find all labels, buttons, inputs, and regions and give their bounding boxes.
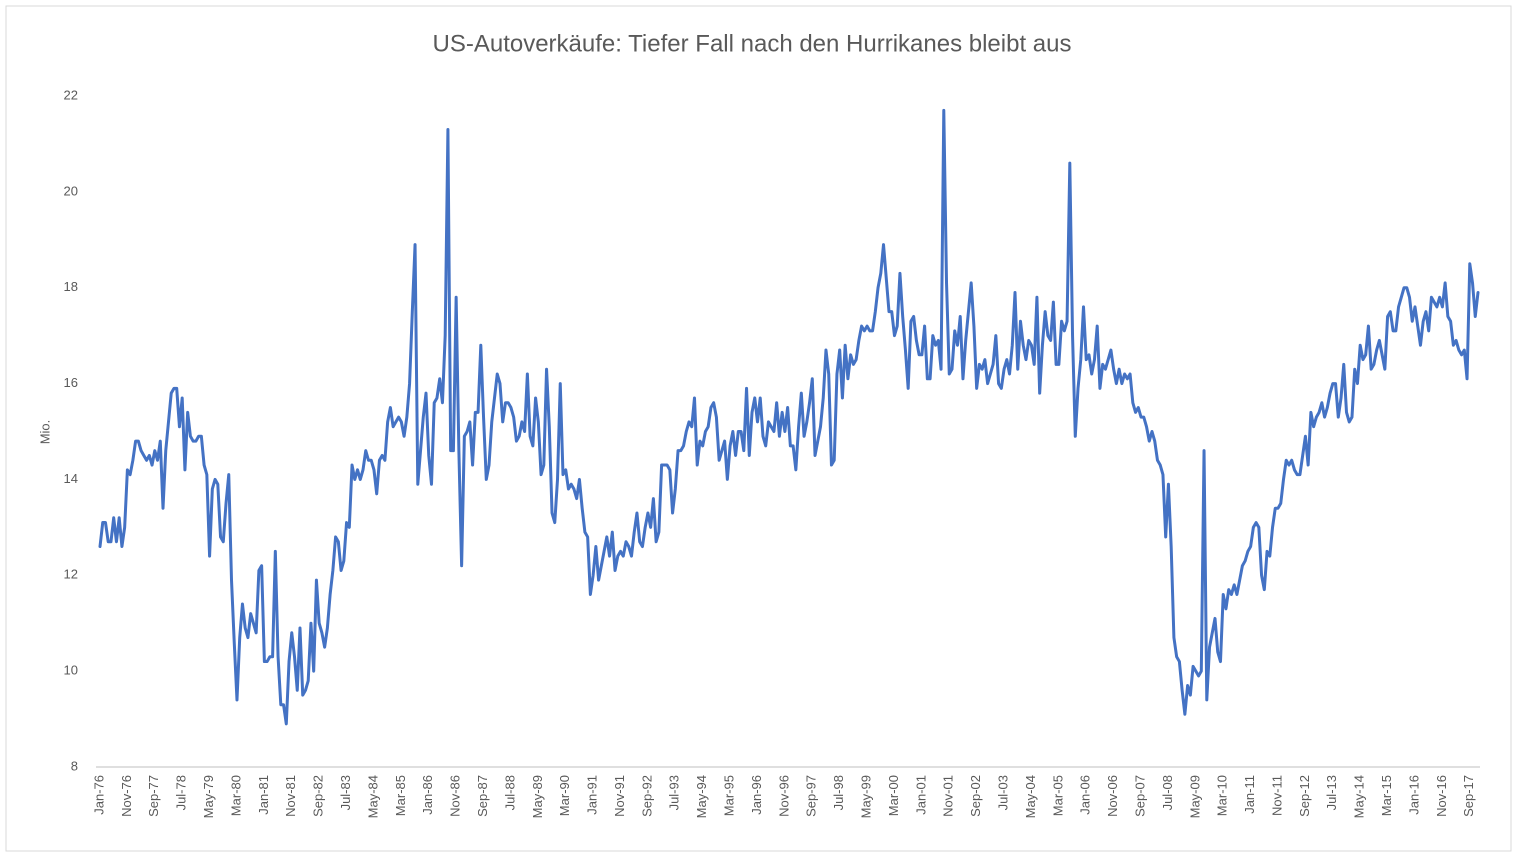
x-tick-label: Sep-97 (804, 775, 819, 817)
x-tick-label: Nov-11 (1269, 775, 1284, 816)
x-tick-label: May-09 (1187, 775, 1202, 818)
x-tick-label: Nov-96 (776, 775, 791, 817)
y-tick-label: 14 (64, 471, 78, 486)
x-tick-label: Jul-78 (174, 775, 189, 810)
x-tick-label: Nov-01 (941, 775, 956, 817)
x-tick-label: Jul-03 (995, 775, 1010, 810)
x-tick-label: Mar-85 (393, 775, 408, 816)
x-tick-label: Mar-05 (1050, 775, 1065, 816)
x-tick-label: Sep-82 (311, 775, 326, 817)
x-tick-label: Mar-10 (1215, 775, 1230, 816)
y-tick-label: 22 (64, 87, 78, 102)
x-tick-label: Mar-95 (722, 775, 737, 816)
x-tick-label: Jan-11 (1242, 775, 1257, 814)
x-tick-label: Jan-01 (913, 775, 928, 815)
chart-title: US-Autoverkäufe: Tiefer Fall nach den Hu… (433, 30, 1072, 57)
y-tick-label: 18 (64, 279, 78, 294)
x-tick-label: Mar-00 (886, 775, 901, 816)
y-tick-label: 16 (64, 375, 78, 390)
x-tick-label: Nov-81 (283, 775, 298, 817)
x-tick-label: Jan-06 (1078, 775, 1093, 815)
x-tick-label: Jan-16 (1406, 775, 1421, 815)
y-axis-label: Mio. (37, 420, 52, 445)
y-tick-label: 10 (64, 663, 78, 678)
x-tick-label: Sep-07 (1132, 775, 1147, 817)
x-tick-label: Jan-76 (91, 775, 106, 815)
x-tick-label: Jul-98 (831, 775, 846, 810)
x-tick-label: Jul-08 (1160, 775, 1175, 810)
x-tick-label: Sep-87 (475, 775, 490, 817)
y-tick-label: 12 (64, 567, 78, 582)
x-tick-label: Sep-12 (1297, 775, 1312, 817)
x-tick-label: Nov-91 (612, 775, 627, 817)
x-tick-label: Jan-86 (420, 775, 435, 815)
data-line (98, 108, 1480, 726)
x-tick-label: Sep-17 (1461, 775, 1476, 817)
x-tick-label: May-99 (859, 775, 874, 818)
x-tick-label: Jul-93 (667, 775, 682, 810)
x-tick-label: Sep-92 (639, 775, 654, 817)
x-tick-label: Nov-76 (119, 775, 134, 817)
chart-border (5, 5, 1512, 852)
x-tick-label: Nov-16 (1434, 775, 1449, 817)
x-tick-label: Jan-96 (749, 775, 764, 815)
x-tick-label: May-94 (694, 775, 709, 818)
x-tick-label: Nov-86 (448, 775, 463, 817)
x-tick-label: Mar-90 (557, 775, 572, 816)
x-tick-label: Sep-77 (146, 775, 161, 817)
x-tick-label: Mar-15 (1379, 775, 1394, 816)
x-tick-label: Jan-81 (256, 775, 271, 815)
x-tick-label: May-84 (365, 775, 380, 818)
x-tick-label: May-89 (530, 775, 545, 818)
y-tick-label: 8 (71, 758, 78, 773)
x-tick-label: May-79 (201, 775, 216, 818)
x-tick-label: Mar-80 (228, 775, 243, 816)
x-tick-label: Jul-13 (1324, 775, 1339, 810)
x-tick-label: Jan-91 (585, 775, 600, 815)
x-tick-label: May-14 (1352, 775, 1367, 818)
x-tick-label: May-04 (1023, 775, 1038, 818)
y-tick-label: 20 (64, 183, 78, 198)
x-tick-label: Jul-83 (338, 775, 353, 810)
x-tick-label: Nov-06 (1105, 775, 1120, 817)
x-tick-label: Jul-88 (502, 775, 517, 810)
x-tick-label: Sep-02 (968, 775, 983, 817)
